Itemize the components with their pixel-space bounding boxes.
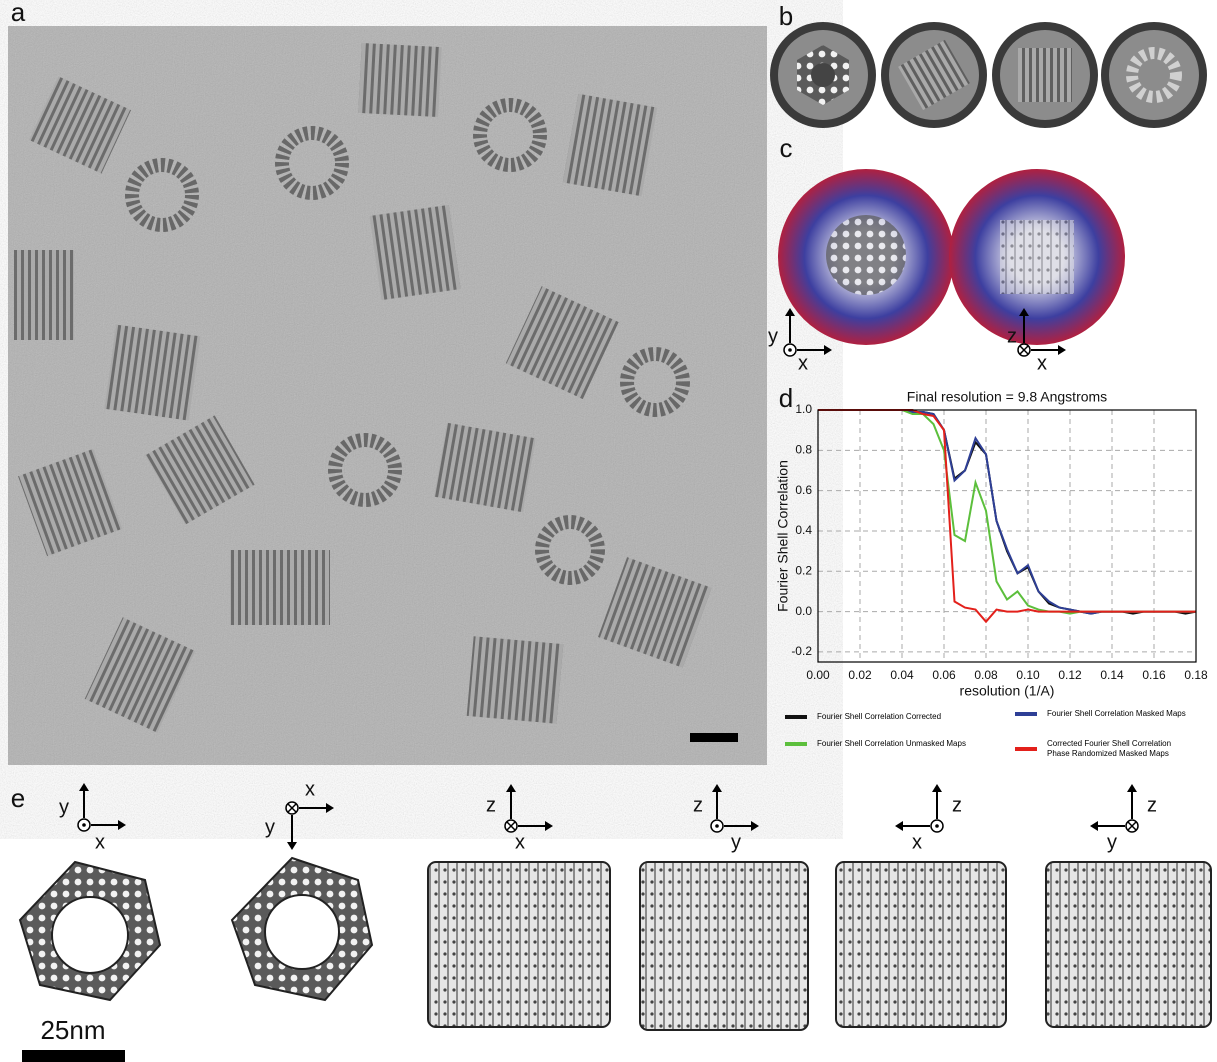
legend-entry: Fourier Shell Correlation Corrected bbox=[785, 712, 985, 722]
legend-label: Corrected Fourier Shell Correlation Phas… bbox=[1047, 739, 1190, 759]
axis-label: x bbox=[95, 831, 105, 853]
y-tick-label: 0.8 bbox=[795, 442, 812, 456]
y-tick-label: 0.6 bbox=[795, 483, 812, 497]
axis-label: x bbox=[912, 831, 922, 853]
arrow-head bbox=[785, 308, 795, 316]
axis-label: y bbox=[768, 325, 778, 347]
axis-label: x bbox=[1037, 352, 1047, 374]
axis-glyph: zx bbox=[486, 784, 553, 853]
axis-label: z bbox=[486, 794, 496, 816]
axis-glyph: yx bbox=[265, 778, 334, 850]
y-tick-label: -0.2 bbox=[791, 644, 812, 658]
x-tick-label: 0.00 bbox=[806, 668, 830, 682]
axis-glyph: zy bbox=[693, 784, 759, 853]
arrow-head bbox=[506, 784, 516, 792]
y-tick-label: 0.2 bbox=[795, 563, 812, 577]
series-line bbox=[818, 410, 1196, 622]
panel-label: e bbox=[11, 783, 25, 813]
arrow-head bbox=[1090, 821, 1098, 831]
arrow-head bbox=[287, 842, 297, 850]
x-tick-label: 0.06 bbox=[932, 668, 956, 682]
x-tick-label: 0.16 bbox=[1142, 668, 1166, 682]
y-tick-label: 1.0 bbox=[795, 402, 812, 416]
x-tick-label: 0.12 bbox=[1058, 668, 1082, 682]
axis-label: z bbox=[1007, 325, 1017, 347]
axis-dot bbox=[935, 824, 939, 828]
axis-label: x bbox=[515, 831, 525, 853]
legend-swatch bbox=[785, 715, 807, 719]
axis-dot bbox=[82, 823, 86, 827]
x-tick-label: 0.08 bbox=[974, 668, 998, 682]
density-maps bbox=[20, 858, 1211, 1030]
arrow-head bbox=[751, 821, 759, 831]
series-line bbox=[818, 410, 1196, 614]
x-tick-label: 0.02 bbox=[848, 668, 872, 682]
axis-label: z bbox=[1147, 794, 1157, 816]
arrow-head bbox=[1127, 784, 1137, 792]
panel-label: d bbox=[779, 383, 793, 413]
y-tick-label: 0.0 bbox=[795, 604, 812, 618]
x-tick-label: 0.18 bbox=[1184, 668, 1208, 682]
legend-label: Fourier Shell Correlation Unmasked Maps bbox=[817, 739, 966, 749]
scale-label: 25nm bbox=[40, 1015, 105, 1045]
micrograph bbox=[8, 26, 767, 765]
axis-label: y bbox=[265, 816, 275, 838]
arrow-head bbox=[79, 783, 89, 791]
axis-label: z bbox=[952, 794, 962, 816]
legend-label: Fourier Shell Correlation Masked Maps bbox=[1047, 709, 1186, 719]
legend-swatch bbox=[1015, 747, 1037, 751]
class-averages bbox=[770, 22, 1207, 128]
panel-label: c bbox=[780, 133, 793, 163]
panel-label: a bbox=[11, 0, 26, 27]
axis-label: z bbox=[693, 794, 703, 816]
chart-title: Final resolution = 9.8 Angstroms bbox=[907, 389, 1107, 405]
axis-dot bbox=[715, 824, 719, 828]
axis-label: y bbox=[731, 831, 741, 853]
page: 25nm a b c d e yxzxyxyxzxzyzxzy0.000.020… bbox=[0, 0, 1217, 1062]
legend-entry: Fourier Shell Correlation Masked Maps bbox=[1015, 709, 1215, 719]
plot-frame bbox=[818, 410, 1196, 662]
legend-label: Fourier Shell Correlation Corrected bbox=[817, 712, 941, 722]
x-tick-label: 0.04 bbox=[890, 668, 914, 682]
axis-glyph: zx bbox=[895, 784, 962, 853]
arrow-head bbox=[1058, 345, 1066, 355]
legend-swatch bbox=[1015, 712, 1037, 716]
axis-label: x bbox=[798, 352, 808, 374]
x-tick-label: 0.10 bbox=[1016, 668, 1040, 682]
x-axis-label: resolution (1/A) bbox=[960, 683, 1055, 699]
axis-glyph: yx bbox=[59, 783, 126, 853]
arrow-head bbox=[895, 821, 903, 831]
angular-distribution bbox=[778, 169, 1125, 345]
axis-label: y bbox=[1107, 831, 1117, 853]
y-tick-label: 0.4 bbox=[795, 523, 812, 537]
y-axis-label: Fourier Shell Correlation bbox=[775, 460, 791, 612]
axis-label: x bbox=[305, 778, 315, 800]
legend-entry: Fourier Shell Correlation Unmasked Maps bbox=[785, 739, 985, 749]
arrow-head bbox=[824, 345, 832, 355]
arrow-head bbox=[932, 784, 942, 792]
arrow-head bbox=[712, 784, 722, 792]
scale-bar bbox=[22, 1050, 125, 1062]
legend-swatch bbox=[785, 742, 807, 746]
arrow-head bbox=[118, 820, 126, 830]
axis-label: y bbox=[59, 796, 69, 818]
series-line bbox=[818, 410, 1196, 614]
series-line bbox=[818, 410, 1196, 614]
x-tick-label: 0.14 bbox=[1100, 668, 1124, 682]
axis-glyph: zy bbox=[1090, 784, 1157, 853]
axis-dot bbox=[788, 348, 792, 352]
arrow-head bbox=[545, 821, 553, 831]
figure: 25nm a b c d e yxzxyxyxzxzyzxzy0.000.020… bbox=[0, 0, 1217, 1062]
panel-label: b bbox=[779, 1, 793, 31]
arrow-head bbox=[326, 803, 334, 813]
legend-entry: Corrected Fourier Shell Correlation Phas… bbox=[1015, 739, 1190, 759]
